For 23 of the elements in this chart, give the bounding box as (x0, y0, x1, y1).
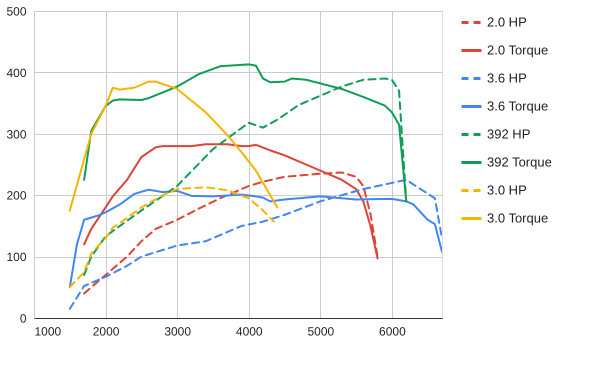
y-tick-label: 0 (20, 312, 27, 326)
x-tick-label: 1000 (34, 324, 62, 338)
x-tick-label: 6000 (379, 324, 406, 338)
line-series (68, 178, 442, 310)
x-tick-label: 4000 (236, 324, 263, 338)
x-tick-label: 2000 (92, 324, 120, 338)
legend-label: 3.6 HP (487, 70, 527, 86)
legend-label: 3.6 Torque (487, 98, 548, 114)
legend-label: 392 HP (487, 126, 530, 142)
legend-label: 3.0 Torque (487, 210, 548, 226)
y-tick-label: 300 (6, 127, 27, 142)
x-tick-label: 5000 (307, 324, 334, 338)
legend-label: 3.0 HP (487, 182, 527, 198)
legend-label: 2.0 HP (487, 14, 527, 30)
x-tick-label: 3000 (164, 324, 192, 338)
y-tick-label: 100 (6, 250, 27, 264)
y-tick-label: 400 (6, 66, 27, 80)
legend-label: 2.0 Torque (487, 42, 548, 58)
y-tick-label: 200 (6, 188, 27, 203)
line-series (68, 80, 278, 212)
y-tick-label: 500 (6, 4, 27, 18)
legend-label: 392 Torque (487, 154, 552, 170)
line-series (68, 186, 275, 288)
